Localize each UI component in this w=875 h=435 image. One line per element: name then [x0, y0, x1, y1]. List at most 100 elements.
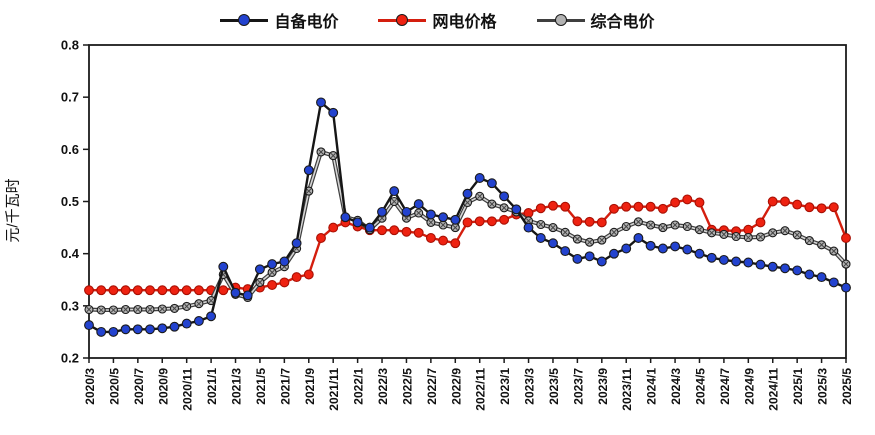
- marker-cross-icon: [159, 306, 165, 312]
- x-axis-tick-label: 2022/1: [352, 368, 366, 405]
- series-grid-price-marker: [548, 200, 558, 211]
- marker-cross-icon: [123, 306, 129, 313]
- y-axis-title: 元/千瓦时: [4, 178, 22, 243]
- x-axis-tick-label: 2023/11: [620, 368, 634, 411]
- series-grid-price-marker: [303, 269, 314, 280]
- series-grid-price-marker: [462, 217, 473, 228]
- series-self-supplied-price-marker: [364, 222, 375, 233]
- series-self-supplied-price-marker: [584, 251, 595, 262]
- marker-cross-icon: [489, 201, 495, 207]
- x-axis-tick-label: 2020/9: [156, 368, 170, 405]
- series-self-supplied-price-marker: [84, 320, 94, 331]
- y-axis-tick-label: 0.6: [61, 142, 79, 157]
- series-grid-price-marker: [584, 216, 595, 227]
- marker-cross-icon: [782, 228, 788, 234]
- series-grid-price-marker: [108, 285, 119, 296]
- marker-cross-icon: [757, 234, 764, 240]
- legend-item-grid-price: 网电价格: [378, 8, 497, 32]
- series-self-supplied-price-marker: [523, 222, 534, 233]
- series-self-supplied-price-marker: [242, 290, 253, 301]
- marker-cross-icon: [257, 279, 263, 285]
- x-axis-tick-label: 2022/3: [376, 368, 390, 405]
- legend-item-blended-price: 综合电价: [536, 8, 655, 32]
- series-grid-price-marker: [645, 201, 656, 212]
- marker-cross-icon: [184, 303, 190, 309]
- series-self-supplied-price-marker: [816, 272, 827, 283]
- series-grid-price-marker: [657, 203, 668, 214]
- series-self-supplied-price-marker: [120, 324, 131, 335]
- series-self-supplied-price-marker: [621, 243, 632, 254]
- marker-cross-icon: [110, 307, 116, 313]
- x-axis-tick-label: 2023/1: [498, 368, 512, 405]
- marker-cross-icon: [611, 229, 617, 235]
- marker-cross-icon: [403, 215, 410, 221]
- x-axis-tick-label: 2022/5: [400, 368, 414, 405]
- series-grid-price-marker: [267, 280, 278, 290]
- series-grid-price-marker: [328, 222, 339, 233]
- series-grid-price-marker: [450, 238, 461, 249]
- series-self-supplied-price-marker: [389, 186, 400, 197]
- marker-cross-icon: [318, 149, 324, 155]
- legend-label: 综合电价: [590, 14, 655, 31]
- series-grid-price-marker: [438, 235, 449, 246]
- legend-label: 自备电价: [274, 14, 339, 31]
- series-self-supplied-price-marker: [572, 253, 583, 264]
- series-grid-price-marker: [120, 285, 131, 296]
- series-grid-price-marker: [193, 285, 204, 296]
- x-axis-tick-label: 2024/3: [669, 368, 683, 405]
- marker-cross-icon: [86, 306, 92, 313]
- series-self-supplied-price-marker: [401, 206, 412, 217]
- marker-cross-icon: [696, 227, 703, 233]
- x-axis-tick-label: 2024/5: [693, 368, 707, 405]
- marker-cross-icon: [440, 222, 446, 228]
- marker-cross-icon: [330, 153, 336, 159]
- marker-cross-icon: [306, 188, 312, 194]
- x-axis-tick-label: 2021/7: [278, 368, 292, 405]
- x-axis-tick-label: 2023/7: [571, 368, 585, 405]
- x-axis-tick-label: 2023/3: [523, 368, 537, 405]
- series-grid-price-marker: [633, 201, 644, 212]
- series-grid-price-marker: [96, 285, 107, 296]
- series-self-supplied-price-marker: [694, 248, 705, 259]
- series-grid-price-marker: [828, 202, 839, 213]
- series-grid-price-marker: [792, 199, 803, 210]
- marker-cross-icon: [599, 237, 605, 243]
- series-self-supplied-price-marker: [169, 321, 180, 332]
- series-self-supplied-price-marker: [804, 269, 815, 280]
- series-grid-price-marker: [157, 285, 168, 296]
- series-grid-price-marker: [535, 203, 546, 214]
- x-axis-tick-label: 2023/5: [547, 368, 561, 405]
- series-grid-price-marker: [413, 227, 424, 238]
- y-axis-tick-label: 0.2: [61, 351, 79, 366]
- series-grid-price-marker: [84, 285, 94, 296]
- series-grid-price-marker: [780, 196, 790, 207]
- series-grid-price-marker: [474, 216, 485, 227]
- marker-cross-icon: [135, 306, 141, 313]
- series-grid-price-marker: [670, 197, 681, 208]
- series-self-supplied-price-marker: [230, 287, 241, 298]
- marker-cross-icon: [428, 219, 434, 225]
- marker-cross-icon: [648, 222, 654, 228]
- x-axis-tick-label: 2025/5: [840, 368, 854, 405]
- y-axis-tick-label: 0.7: [61, 90, 79, 105]
- series-self-supplied-price-marker: [218, 261, 229, 272]
- x-axis-tick-label: 2021/1: [205, 368, 219, 405]
- series-grid-price-marker: [841, 233, 851, 243]
- series-self-supplied-price-marker: [328, 107, 339, 118]
- series-grid-price-marker: [609, 203, 619, 214]
- series-self-supplied-price-marker: [413, 199, 424, 210]
- x-axis-tick-label: 2023/9: [596, 368, 610, 405]
- series-grid-price-marker: [499, 214, 510, 225]
- x-axis-tick-label: 2022/9: [449, 368, 463, 405]
- series-self-supplied-price-marker: [657, 243, 668, 254]
- marker-cross-icon: [147, 306, 153, 313]
- line-marker-icon: [536, 14, 585, 26]
- marker-cross-icon: [464, 199, 471, 206]
- series-self-supplied-price-marker: [206, 311, 217, 322]
- marker-cross-icon: [196, 301, 202, 307]
- series-self-supplied-price-marker: [145, 324, 155, 335]
- series-self-supplied-price-marker: [633, 233, 644, 243]
- marker-cross-icon: [391, 198, 397, 205]
- series-self-supplied-price-marker: [267, 259, 278, 270]
- series-self-supplied-price-marker: [828, 277, 839, 288]
